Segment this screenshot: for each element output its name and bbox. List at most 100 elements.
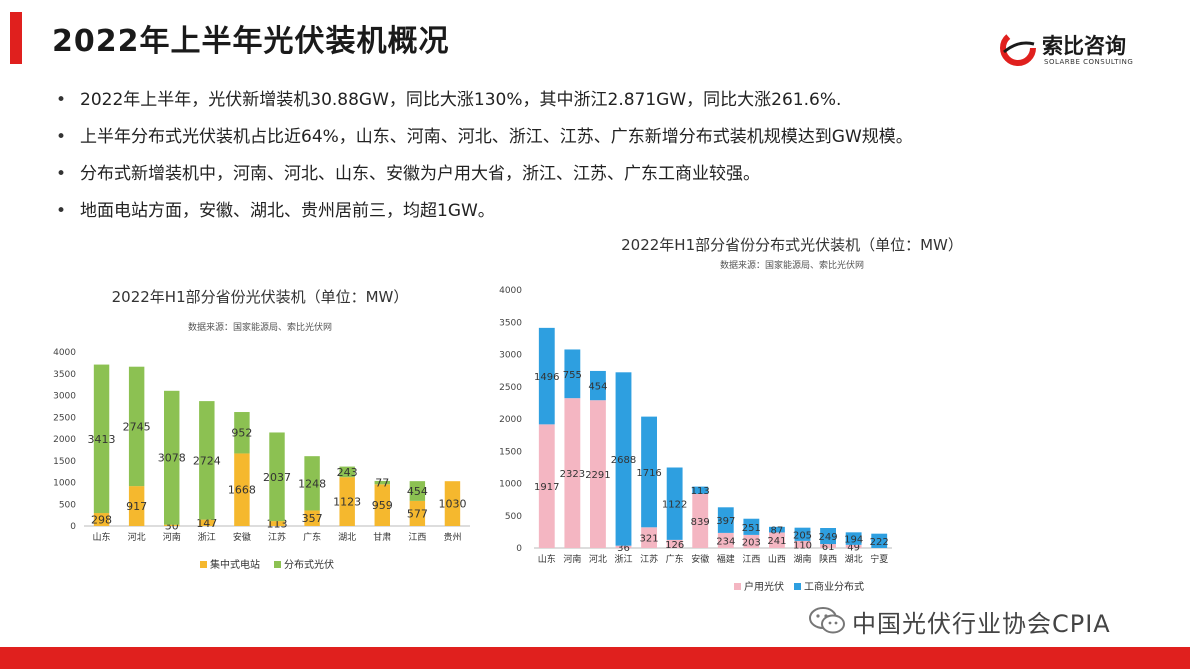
data-label: 298: [91, 514, 112, 527]
y-tick-label: 1500: [499, 447, 522, 457]
data-label: 917: [126, 500, 147, 513]
bar-segment: [409, 500, 426, 526]
bar-segment: [564, 349, 581, 399]
bullet-list: 2022年上半年，光伏新增装机30.88GW，同比大涨130%，其中浙江2.87…: [54, 86, 913, 234]
x-tick-label: 江苏: [640, 553, 658, 565]
bar-segment: [538, 424, 555, 548]
x-tick-label: 陕西: [819, 553, 837, 565]
bar-segment: [820, 528, 836, 545]
bar-segment: [269, 521, 285, 526]
y-tick-label: 500: [505, 512, 522, 522]
title-accent-bar: [10, 12, 22, 64]
bar-segment: [339, 477, 355, 526]
x-tick-label: 山东: [93, 531, 111, 543]
watermark-text: 中国光伏行业协会CPIA: [852, 610, 1111, 638]
bar-segment: [692, 493, 709, 548]
data-label: 1917: [534, 482, 559, 493]
legend-label: 户用光伏: [744, 580, 784, 593]
data-label: 110: [793, 540, 812, 551]
x-tick-label: 浙江: [198, 531, 216, 543]
bar-segment: [164, 390, 180, 525]
data-label: 87: [771, 526, 784, 537]
data-label: 203: [742, 537, 761, 548]
data-label: 321: [640, 534, 659, 545]
bar-segment: [234, 453, 250, 526]
logo-subtitle: SOLARBE CONSULTING: [1044, 58, 1134, 66]
x-tick-label: 福建: [717, 553, 735, 565]
data-label: 3413: [88, 433, 116, 446]
legend-swatch: [274, 561, 281, 568]
logo: 索比咨询 SOLARBE CONSULTING: [998, 28, 1148, 72]
data-label: 755: [563, 370, 582, 381]
data-label: 249: [819, 532, 838, 543]
bar-segment: [374, 480, 390, 485]
logo-swirl-icon: [1000, 30, 1036, 66]
bar-segment: [794, 540, 811, 548]
x-tick-label: 江西: [408, 532, 426, 543]
x-tick-label: 湖南: [793, 553, 811, 565]
chart-provincial-pv-installations: 2022年H1部分省份光伏装机（单位：MW） 数据来源：国家能源局、索比光伏网 0 5…: [53, 288, 470, 571]
bar-segment: [769, 532, 785, 548]
bar-segment: [444, 481, 461, 526]
bullet-item: 分布式新增装机中，河南、河北、山东、安徽为户用大省，浙江、江苏、广东工商业较强。: [54, 160, 913, 197]
bar-segment: [93, 513, 110, 526]
data-label: 36: [617, 543, 630, 554]
data-label: 2291: [585, 470, 610, 481]
x-tick-label: 浙江: [614, 553, 632, 565]
page-title: 2022年上半年光伏装机概况: [52, 24, 450, 59]
bar-segment: [269, 432, 285, 522]
data-label: 1668: [228, 484, 256, 497]
legend-swatch: [200, 561, 207, 568]
chart-subtitle: 数据来源：国家能源局、索比光伏网: [720, 259, 864, 271]
bar-segment: [743, 518, 760, 535]
bar-segment: [304, 510, 320, 526]
data-label: 1496: [534, 372, 559, 383]
bar-segment: [871, 533, 888, 548]
legend-swatch: [794, 583, 801, 590]
data-label: 839: [691, 517, 710, 528]
y-tick-label: 4000: [499, 286, 522, 296]
data-label: 577: [407, 507, 428, 520]
bar-segment: [93, 364, 110, 514]
bar-segment: [234, 412, 250, 454]
bar-segment: [304, 456, 320, 511]
bar-segment: [615, 372, 632, 546]
bar-segment: [794, 527, 811, 541]
bar-segment: [199, 519, 215, 526]
data-label: 49: [847, 542, 860, 553]
data-label: 1123: [333, 496, 361, 509]
y-tick-label: 2500: [499, 383, 522, 393]
y-tick-label: 0: [516, 544, 522, 554]
bar-segment: [769, 526, 785, 533]
x-tick-label: 甘肃: [373, 531, 391, 543]
legend-label: 分布式光伏: [284, 558, 334, 571]
data-label: 251: [742, 523, 761, 534]
legend-swatch: [734, 583, 741, 590]
x-tick-label: 宁夏: [870, 553, 888, 565]
data-label: 241: [767, 536, 786, 547]
data-label: 2688: [611, 455, 636, 466]
data-label: 222: [870, 537, 889, 548]
y-tick-label: 4000: [53, 348, 76, 358]
y-tick-label: 1000: [53, 479, 76, 489]
data-label: 77: [375, 477, 389, 490]
bullet-item: 上半年分布式光伏装机占比近64%，山东、河南、河北、浙江、江苏、广东新增分布式装…: [54, 123, 913, 160]
y-tick-label: 3500: [499, 318, 522, 328]
y-tick-label: 3000: [499, 351, 522, 361]
x-tick-label: 河北: [128, 531, 146, 543]
bar-segment: [590, 370, 606, 401]
x-tick-label: 广东: [303, 531, 321, 543]
x-tick-label: 广东: [666, 553, 684, 565]
chart-title: 2022年H1部分省份光伏装机（单位：MW）: [112, 288, 409, 306]
x-tick-label: 安徽: [691, 553, 709, 565]
x-tick-label: 江苏: [268, 531, 286, 543]
bar-segment: [845, 532, 862, 545]
bar-segment: [590, 400, 606, 548]
x-tick-label: 山东: [538, 553, 556, 565]
bar-segment: [743, 534, 760, 548]
data-label: 1030: [438, 498, 466, 511]
y-tick-label: 2000: [53, 435, 76, 445]
bar-segment: [538, 327, 555, 425]
bar-segment: [199, 401, 215, 520]
data-label: 1716: [636, 468, 661, 479]
